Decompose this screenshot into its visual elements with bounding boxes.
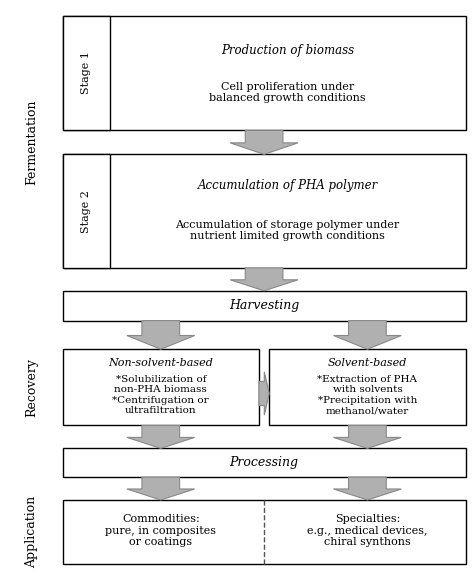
FancyBboxPatch shape	[63, 155, 110, 268]
Polygon shape	[334, 321, 401, 349]
Text: Recovery: Recovery	[26, 358, 38, 417]
Polygon shape	[230, 268, 298, 291]
Text: Application: Application	[26, 496, 38, 568]
FancyBboxPatch shape	[63, 155, 465, 268]
Text: Accumulation of PHA polymer: Accumulation of PHA polymer	[198, 178, 378, 192]
FancyBboxPatch shape	[63, 16, 110, 130]
Text: Processing: Processing	[229, 456, 299, 469]
Text: Commodities:
pure, in composites
or coatings: Commodities: pure, in composites or coat…	[105, 514, 216, 547]
Text: Non-solvent-based: Non-solvent-based	[109, 358, 213, 368]
Text: Specialties:
e.g., medical devices,
chiral synthons: Specialties: e.g., medical devices, chir…	[307, 514, 428, 547]
Text: Harvesting: Harvesting	[229, 299, 299, 312]
FancyBboxPatch shape	[63, 291, 465, 321]
Polygon shape	[127, 321, 195, 349]
Text: Fermentation: Fermentation	[26, 99, 38, 185]
Text: Stage 1: Stage 1	[81, 52, 91, 94]
Text: Stage 2: Stage 2	[81, 190, 91, 233]
Polygon shape	[127, 477, 195, 500]
Polygon shape	[259, 372, 269, 415]
FancyBboxPatch shape	[63, 349, 259, 426]
Polygon shape	[334, 426, 401, 448]
FancyBboxPatch shape	[269, 349, 465, 426]
Text: *Solubilization of
non-PHA biomass
*Centrifugation or
ultrafiltration: *Solubilization of non-PHA biomass *Cent…	[112, 375, 209, 415]
Polygon shape	[230, 130, 298, 155]
FancyBboxPatch shape	[63, 448, 465, 477]
Text: Cell proliferation under
balanced growth conditions: Cell proliferation under balanced growth…	[210, 82, 366, 103]
Polygon shape	[334, 477, 401, 500]
FancyBboxPatch shape	[63, 500, 465, 564]
Text: Accumulation of storage polymer under
nutrient limited growth conditions: Accumulation of storage polymer under nu…	[175, 219, 400, 241]
FancyBboxPatch shape	[63, 16, 465, 130]
Polygon shape	[127, 426, 195, 448]
Text: Production of biomass: Production of biomass	[221, 43, 354, 57]
Text: Solvent-based: Solvent-based	[328, 358, 407, 368]
Text: *Extraction of PHA
with solvents
*Precipitation with
methanol/water: *Extraction of PHA with solvents *Precip…	[318, 375, 418, 415]
